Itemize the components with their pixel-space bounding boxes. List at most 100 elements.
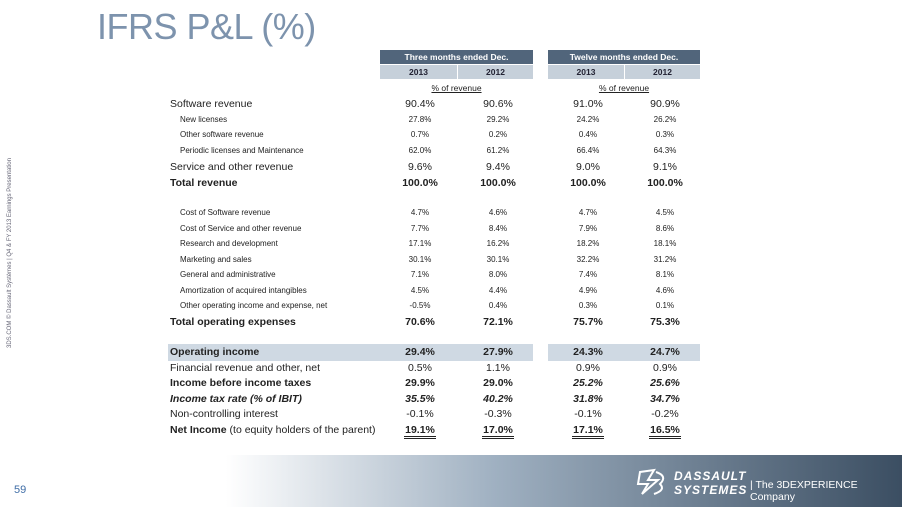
- value: 0.2%: [488, 130, 508, 139]
- row-label: New licenses: [180, 115, 228, 124]
- value: 29.0%: [483, 377, 513, 389]
- table-row: General and administrative 7.1% 8.0% 7.4% 8.…: [0, 267, 902, 282]
- cell-value: 31.2%: [627, 252, 703, 267]
- value: 29.4%: [405, 346, 435, 358]
- cell-value: 0.9%: [627, 361, 703, 376]
- year-header: 2013: [548, 65, 624, 79]
- value: 0.4%: [488, 301, 508, 310]
- cell-value: 4.5%: [627, 205, 703, 220]
- footer-band: [0, 455, 902, 507]
- row-shade: [548, 344, 700, 361]
- value: 8.6%: [655, 224, 675, 233]
- cell-value: 17.1%: [382, 236, 458, 251]
- value: 8.1%: [655, 270, 675, 279]
- table-row: Total revenue 100.0% 100.0% 100.0% 100.0%: [0, 176, 902, 191]
- value: 0.3%: [578, 301, 598, 310]
- cell-value: 90.4%: [382, 97, 458, 112]
- cell-value: 9.0%: [550, 160, 626, 175]
- table-row: Other operating income and expense, net -…: [0, 298, 902, 313]
- cell-value: 9.4%: [460, 160, 536, 175]
- table-row: Service and other revenue 9.6% 9.4% 9.0% 9.1…: [0, 160, 902, 175]
- value: 0.7%: [410, 130, 430, 139]
- cell-value: 7.7%: [382, 221, 458, 236]
- cell-value: 16.2%: [460, 236, 536, 251]
- row-label: Other operating income and expense, net: [180, 301, 328, 310]
- value: 7.1%: [410, 270, 430, 279]
- value: 19.1%: [404, 424, 436, 439]
- value: 4.5%: [410, 286, 430, 295]
- value: 70.6%: [405, 316, 435, 328]
- value: 9.6%: [408, 161, 432, 173]
- cell-value: 40.2%: [460, 392, 536, 407]
- cell-value: 9.6%: [382, 160, 458, 175]
- cell-value: 4.6%: [460, 205, 536, 220]
- value: 18.1%: [653, 239, 677, 248]
- value: 72.1%: [483, 316, 513, 328]
- cell-value: 100.0%: [382, 176, 458, 191]
- cell-value: 90.9%: [627, 97, 703, 112]
- cell-value: 100.0%: [460, 176, 536, 191]
- cell-value: 0.1%: [627, 298, 703, 313]
- value: 17.1%: [572, 424, 604, 439]
- cell-value: 0.2%: [460, 127, 536, 142]
- value: 29.9%: [405, 377, 435, 389]
- value: 27.9%: [483, 346, 513, 358]
- value: -0.5%: [409, 301, 431, 310]
- value: -0.1%: [406, 408, 434, 420]
- cell-value: 24.3%: [550, 345, 626, 360]
- table-row: New licenses 27.8% 29.2% 24.2% 26.2%: [0, 112, 902, 127]
- cell-value: 4.5%: [382, 283, 458, 298]
- value: 75.7%: [573, 316, 603, 328]
- table-row: Non-controlling interest -0.1% -0.3% -0.1% -…: [0, 407, 902, 422]
- value: 7.9%: [578, 224, 598, 233]
- value: 16.2%: [486, 239, 510, 248]
- year-header: 2012: [458, 65, 533, 79]
- table-row: Cost of Software revenue 4.7% 4.6% 4.7% 4.5%: [0, 205, 902, 220]
- value: 17.1%: [408, 239, 432, 248]
- value: 100.0%: [402, 177, 438, 189]
- cell-value: 25.6%: [627, 376, 703, 391]
- value: 24.2%: [576, 115, 600, 124]
- value: 31.2%: [653, 255, 677, 264]
- value: 4.7%: [410, 208, 430, 217]
- cell-value: 62.0%: [382, 143, 458, 158]
- cell-value: 100.0%: [550, 176, 626, 191]
- value: 4.6%: [655, 286, 675, 295]
- value: 25.6%: [650, 377, 680, 389]
- value: 4.6%: [488, 208, 508, 217]
- value: 0.1%: [655, 301, 675, 310]
- table-row: Net Income (to equity holders of the par…: [0, 423, 902, 439]
- unit-label: % of revenue: [431, 83, 482, 93]
- table-row: Periodic licenses and Maintenance 62.0% 61…: [0, 143, 902, 158]
- cell-value: -0.3%: [460, 407, 536, 422]
- cell-value: 4.4%: [460, 283, 536, 298]
- cell-value: 4.6%: [627, 283, 703, 298]
- row-label: Periodic licenses and Maintenance: [180, 146, 304, 155]
- value: 31.8%: [573, 393, 603, 405]
- cell-value: 0.7%: [382, 127, 458, 142]
- value: 24.7%: [650, 346, 680, 358]
- value: 64.3%: [653, 146, 677, 155]
- table-row: Financial revenue and other, net 0.5% 1.1%…: [0, 361, 902, 376]
- page-number: 59: [14, 484, 27, 496]
- cell-value: 29.9%: [382, 376, 458, 391]
- row-label: Income before income taxes: [170, 377, 312, 389]
- value: 26.2%: [653, 115, 677, 124]
- cell-value: 0.4%: [550, 127, 626, 142]
- cell-value: 32.2%: [550, 252, 626, 267]
- cell-value: 0.5%: [382, 361, 458, 376]
- cell-value: 17.1%: [550, 423, 626, 439]
- cell-value: 9.1%: [627, 160, 703, 175]
- table-row: Operating income 29.4% 27.9% 24.3% 24.7%: [0, 345, 902, 360]
- value: 90.9%: [650, 98, 680, 110]
- value: 100.0%: [480, 177, 516, 189]
- table-row: Research and development 17.1% 16.2% 18.2% 1…: [0, 236, 902, 251]
- cell-value: 30.1%: [460, 252, 536, 267]
- cell-value: 27.9%: [460, 345, 536, 360]
- cell-value: 16.5%: [627, 423, 703, 439]
- cell-value: 90.6%: [460, 97, 536, 112]
- table-row: Software revenue 90.4% 90.6% 91.0% 90.9%: [0, 97, 902, 112]
- value: 8.4%: [488, 224, 508, 233]
- row-label: Service and other revenue: [170, 161, 294, 173]
